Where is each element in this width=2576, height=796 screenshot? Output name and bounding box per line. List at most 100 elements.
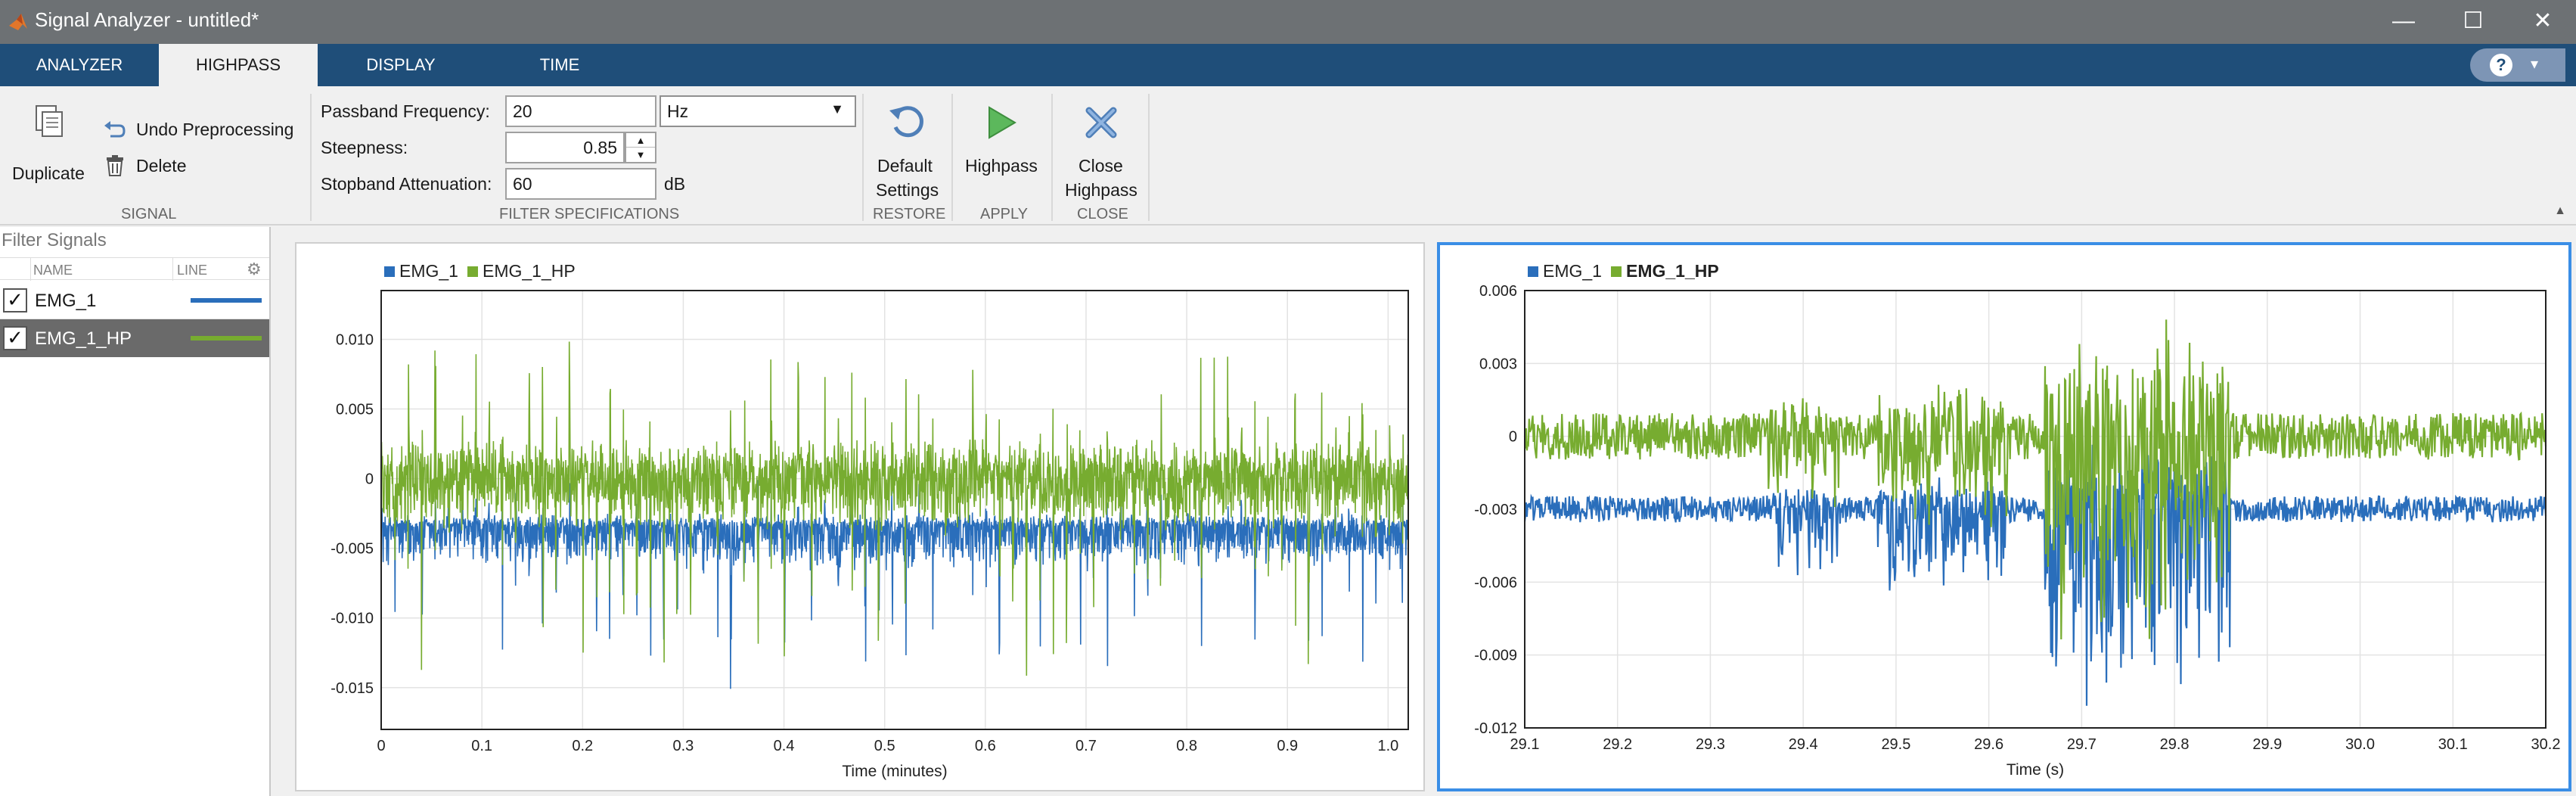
frequency-unit-value: Hz [667,101,689,121]
delete-label: Delete [136,156,187,176]
y-tick-label: -0.009 [1474,648,1517,664]
frequency-unit-select[interactable]: Hz ▼ [660,95,856,127]
x-tick-label: 29.9 [2252,736,2282,753]
ribbon: Duplicate Undo Preprocessing Delete SIGN… [0,86,2576,225]
divider [310,94,312,221]
close-icon [1085,107,1117,138]
default-settings-button[interactable]: Default Settings [867,94,947,207]
line-color-swatch[interactable] [191,336,262,340]
collapse-ribbon-icon[interactable]: ▲ [2554,204,2566,217]
x-tick-label: 0.9 [1277,738,1298,754]
divider [1148,94,1150,221]
highpass-apply-button[interactable]: Highpass [956,94,1047,207]
table-header: NAME LINE ⚙ [0,257,269,281]
restore-group-label: RESTORE [873,206,946,222]
divider [862,94,864,221]
signal-name: EMG_1 [35,291,97,311]
x-tick-label: 0 [377,738,385,754]
signal-group-label: SIGNAL [121,206,177,222]
steepness-label: Steepness: [321,138,408,157]
display-1[interactable]: 0 0.1 0.2 0.3 0.4 0.5 0.6 0.7 0.8 0.9 1.0 0.010 0.00… [295,242,1425,791]
x-tick-label: 29.6 [1974,736,2003,753]
stopband-attenuation-input[interactable]: 60 [505,168,656,200]
close-window-button[interactable]: ✕ [2533,8,2553,33]
highpass-apply-label: Highpass [965,156,1038,176]
filter-specifications-group-label: FILTER SPECIFICATIONS [499,206,680,222]
dropdown-arrow-icon: ▼ [830,101,844,117]
undo-icon [104,121,126,138]
x-tick-label: 29.2 [1603,736,1632,753]
line-color-swatch[interactable] [191,298,262,303]
legend-swatch [384,266,395,277]
x-tick-label: 0.1 [471,738,492,754]
delete-button[interactable]: Delete [101,151,222,180]
passband-frequency-input[interactable]: 20 [505,95,656,127]
x-tick-label: 0.7 [1075,738,1097,754]
x-tick-label: 0.6 [975,738,996,754]
y-tick-label: -0.010 [331,611,374,627]
help-icon: ? [2490,54,2512,76]
divider [951,94,953,221]
tab-display[interactable]: DISPLAY [366,55,436,74]
signal-name: EMG_1_HP [35,328,132,349]
gear-icon[interactable]: ⚙ [247,260,262,278]
y-tick-label: -0.015 [331,680,374,697]
y-tick-label: -0.005 [331,541,374,558]
matlab-logo-icon [9,14,27,30]
undo-preprocessing-button[interactable]: Undo Preprocessing [101,115,306,144]
spin-down-icon[interactable]: ▼ [635,149,646,160]
column-line-header: LINE [177,263,208,278]
y-tick-label: 0 [365,471,374,488]
legend-entry: EMG_1 [1543,261,1602,281]
tab-analyzer[interactable]: ANALYZER [36,55,123,74]
tab-highpass[interactable]: HIGHPASS [159,44,318,86]
stopband-attenuation-label: Stopband Attenuation: [321,174,492,194]
divider [1051,94,1053,221]
table-row[interactable]: ✓ EMG_1_HP [0,319,269,357]
signal-line-emg-1 [1523,441,2547,706]
y-tick-label: -0.006 [1474,574,1517,591]
x-tick-label: 0.3 [673,738,694,754]
legend-entry: EMG_1_HP [483,261,576,281]
help-button[interactable]: ? ▾ [2470,48,2565,82]
title-bar: Signal Analyzer - untitled* — ☐ ✕ [0,0,2576,44]
axes-frame [1524,290,2547,729]
display-2[interactable]: 29.1 29.2 29.3 29.4 29.5 29.6 29.7 29.8 29.9 30.0… [1437,242,2571,791]
time-plot-2[interactable]: 29.1 29.2 29.3 29.4 29.5 29.6 29.7 29.8 29.9 30.0… [1440,245,2568,788]
apply-group-label: APPLY [980,206,1028,222]
x-tick-label: 29.3 [1696,736,1725,753]
x-tick-label: 0.8 [1176,738,1197,754]
legend-entry: EMG_1_HP [1626,261,1719,281]
window-title: Signal Analyzer - untitled* [35,8,259,31]
stopband-unit-label: dB [664,174,686,194]
x-tick-label: 0.2 [572,738,593,754]
legend-swatch [1528,266,1538,277]
default-settings-line1: Default [877,156,933,176]
x-axis-label: Time (s) [2006,761,2064,779]
y-tick-label: 0.006 [1479,283,1517,300]
steepness-input[interactable]: 0.85 [505,132,625,163]
minimize-button[interactable]: — [2392,8,2415,33]
tab-time[interactable]: TIME [539,55,580,74]
legend-entry: EMG_1 [399,261,458,281]
trash-icon [107,155,123,176]
filter-signals-input[interactable]: Filter Signals [2,230,107,250]
column-name-header: NAME [33,263,73,278]
steepness-spinner[interactable]: ▲ ▼ [625,132,656,163]
x-tick-label: 29.7 [2067,736,2096,753]
time-plot-1[interactable]: 0 0.1 0.2 0.3 0.4 0.5 0.6 0.7 0.8 0.9 1.0 0.010 0.00… [296,244,1423,790]
legend-swatch [467,266,478,277]
toolstrip-tabs: ANALYZER HIGHPASS DISPLAY TIME ? ▾ [0,44,2576,86]
restore-icon [889,106,923,138]
close-group-label: CLOSE [1077,206,1128,222]
maximize-button[interactable]: ☐ [2463,8,2484,33]
spin-up-icon[interactable]: ▲ [626,133,655,148]
table-row[interactable]: ✓ EMG_1 [0,281,269,319]
x-tick-label: 1.0 [1377,738,1398,754]
close-highpass-button[interactable]: Close Highpass [1056,94,1147,207]
x-tick-label: 29.5 [1881,736,1910,753]
chevron-down-icon: ▾ [2531,56,2539,73]
signal-checkbox[interactable]: ✓ [3,326,27,350]
duplicate-button[interactable]: Duplicate [8,101,91,185]
signal-checkbox[interactable]: ✓ [3,288,27,312]
